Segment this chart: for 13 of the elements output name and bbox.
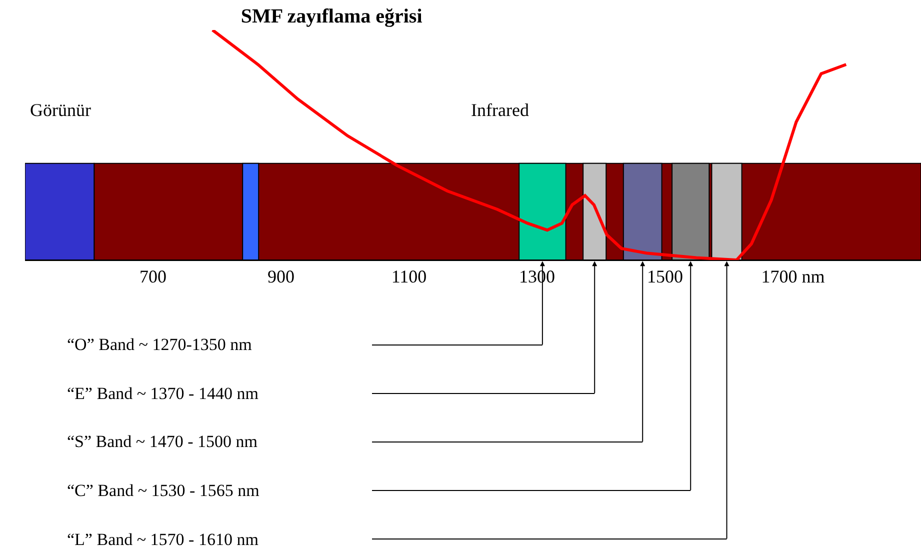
x-tick-label: 700 — [140, 266, 166, 287]
text: “L” Band ~ 1570 - 1610 nm — [67, 530, 258, 549]
x-tick-label: 1100 — [391, 266, 427, 287]
chart-title: SMF zayıflama eğrisi — [240, 5, 423, 28]
text: “S” Band ~ 1470 - 1500 nm — [67, 432, 258, 451]
x-tick-label: 900 — [268, 266, 294, 287]
text: “E” Band ~ 1370 - 1440 nm — [67, 384, 258, 403]
text: “C” Band ~ 1530 - 1565 nm — [67, 481, 260, 500]
annotation: Görünür — [30, 100, 91, 120]
x-tick-label: 1700 nm — [761, 266, 825, 287]
x-tick-label: 1500 — [647, 266, 683, 287]
annotation: Infrared — [471, 100, 529, 120]
text: “O” Band ~ 1270-1350 nm — [67, 335, 252, 354]
